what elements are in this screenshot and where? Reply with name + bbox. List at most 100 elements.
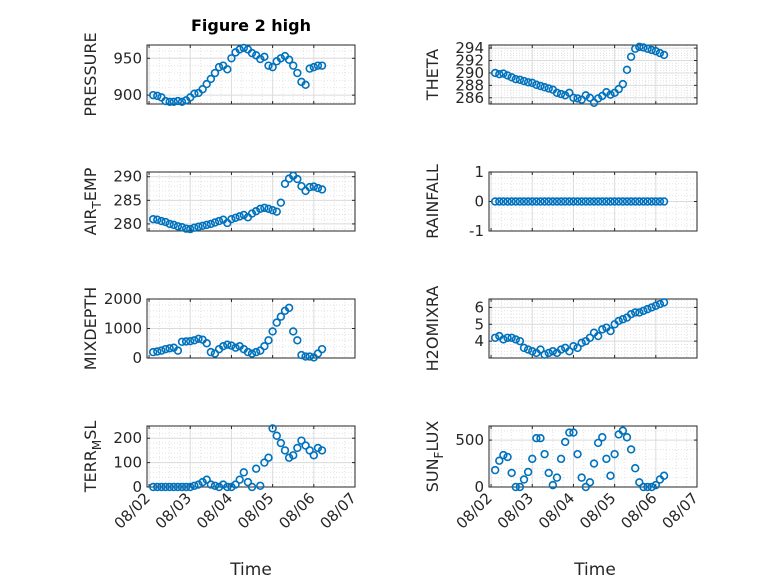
data-point bbox=[606, 326, 615, 336]
x-tick-label: 08/03 bbox=[152, 489, 195, 532]
data-point bbox=[631, 308, 640, 317]
data-point bbox=[614, 316, 623, 326]
data-point bbox=[293, 336, 302, 345]
plot-area bbox=[147, 426, 355, 487]
data-point bbox=[556, 454, 566, 464]
x-axis-label-left: Time bbox=[229, 560, 272, 580]
y-tick-label: 280 bbox=[113, 215, 142, 233]
data-point bbox=[317, 61, 327, 70]
data-point bbox=[169, 482, 178, 492]
y-tick-label: 1000 bbox=[104, 320, 142, 338]
data-point bbox=[243, 477, 253, 487]
data-point bbox=[606, 90, 615, 99]
data-point bbox=[631, 464, 640, 473]
data-point bbox=[573, 94, 582, 103]
data-point bbox=[153, 91, 162, 101]
data-point bbox=[268, 206, 277, 215]
data-point bbox=[157, 346, 166, 355]
data-point bbox=[540, 83, 549, 92]
plot-area bbox=[147, 172, 355, 231]
data-point bbox=[256, 481, 265, 490]
axes-box bbox=[146, 171, 356, 232]
data-point bbox=[577, 95, 586, 104]
data-point bbox=[523, 467, 533, 477]
data-point bbox=[231, 213, 240, 222]
data-point bbox=[301, 352, 310, 361]
data-point bbox=[165, 482, 174, 492]
data-point bbox=[540, 350, 549, 359]
data-point bbox=[280, 179, 290, 189]
data-point bbox=[239, 43, 248, 53]
data-point bbox=[655, 299, 665, 309]
data-point bbox=[206, 480, 216, 489]
y-axis-label: THETA bbox=[423, 49, 442, 101]
data-point bbox=[276, 312, 286, 321]
data-point bbox=[235, 212, 244, 221]
data-point bbox=[511, 335, 520, 344]
data-point bbox=[552, 88, 562, 98]
data-point bbox=[490, 68, 500, 78]
plot-area bbox=[147, 45, 355, 104]
data-point bbox=[643, 304, 652, 314]
data-point bbox=[569, 197, 578, 206]
data-point bbox=[190, 336, 199, 345]
y-tick-label: 6 bbox=[474, 298, 484, 316]
data-point bbox=[148, 482, 158, 492]
data-point bbox=[165, 344, 174, 353]
data-point bbox=[528, 197, 537, 206]
data-point bbox=[536, 434, 545, 443]
data-point bbox=[565, 428, 574, 437]
data-point bbox=[507, 468, 516, 478]
data-point bbox=[635, 42, 644, 52]
data-point bbox=[247, 482, 257, 492]
data-point bbox=[647, 482, 656, 492]
axes-box bbox=[488, 425, 698, 488]
data-point bbox=[190, 223, 199, 232]
data-point bbox=[639, 482, 648, 492]
data-point bbox=[622, 65, 632, 75]
data-point bbox=[313, 349, 323, 358]
data-point bbox=[186, 336, 195, 346]
data-point bbox=[593, 94, 603, 103]
data-point bbox=[198, 221, 207, 231]
data-point bbox=[515, 75, 525, 84]
data-point bbox=[589, 459, 599, 468]
data-point bbox=[157, 216, 166, 226]
data-point bbox=[495, 456, 504, 465]
data-point bbox=[565, 88, 574, 98]
data-point bbox=[194, 334, 203, 344]
data-point bbox=[251, 347, 261, 357]
data-point bbox=[247, 209, 257, 218]
panel-7: 08/0208/0308/0408/0508/0608/070100200TER… bbox=[81, 421, 360, 533]
data-point bbox=[569, 428, 578, 437]
data-point bbox=[264, 204, 273, 214]
data-point bbox=[581, 197, 590, 206]
data-point bbox=[503, 197, 512, 206]
data-point bbox=[223, 482, 232, 492]
data-point bbox=[593, 197, 603, 206]
y-tick-label: -1 bbox=[469, 222, 484, 240]
data-point bbox=[610, 197, 619, 206]
data-point bbox=[227, 482, 236, 492]
data-point bbox=[569, 342, 578, 351]
x-tick-label: 08/05 bbox=[576, 489, 619, 532]
data-point bbox=[626, 445, 636, 454]
data-point bbox=[548, 347, 558, 356]
data-point bbox=[548, 480, 558, 490]
data-point bbox=[284, 303, 294, 313]
data-point bbox=[169, 97, 178, 106]
data-point bbox=[618, 197, 628, 206]
data-point bbox=[313, 183, 323, 193]
data-point bbox=[268, 327, 277, 336]
data-point bbox=[313, 443, 323, 453]
data-point bbox=[577, 338, 586, 348]
data-point bbox=[573, 343, 582, 353]
data-point bbox=[264, 336, 273, 345]
data-point bbox=[264, 453, 273, 462]
data-point bbox=[499, 335, 508, 344]
data-point bbox=[536, 197, 545, 206]
data-point bbox=[305, 182, 314, 192]
axes-box bbox=[146, 44, 356, 105]
data-point bbox=[210, 349, 220, 358]
